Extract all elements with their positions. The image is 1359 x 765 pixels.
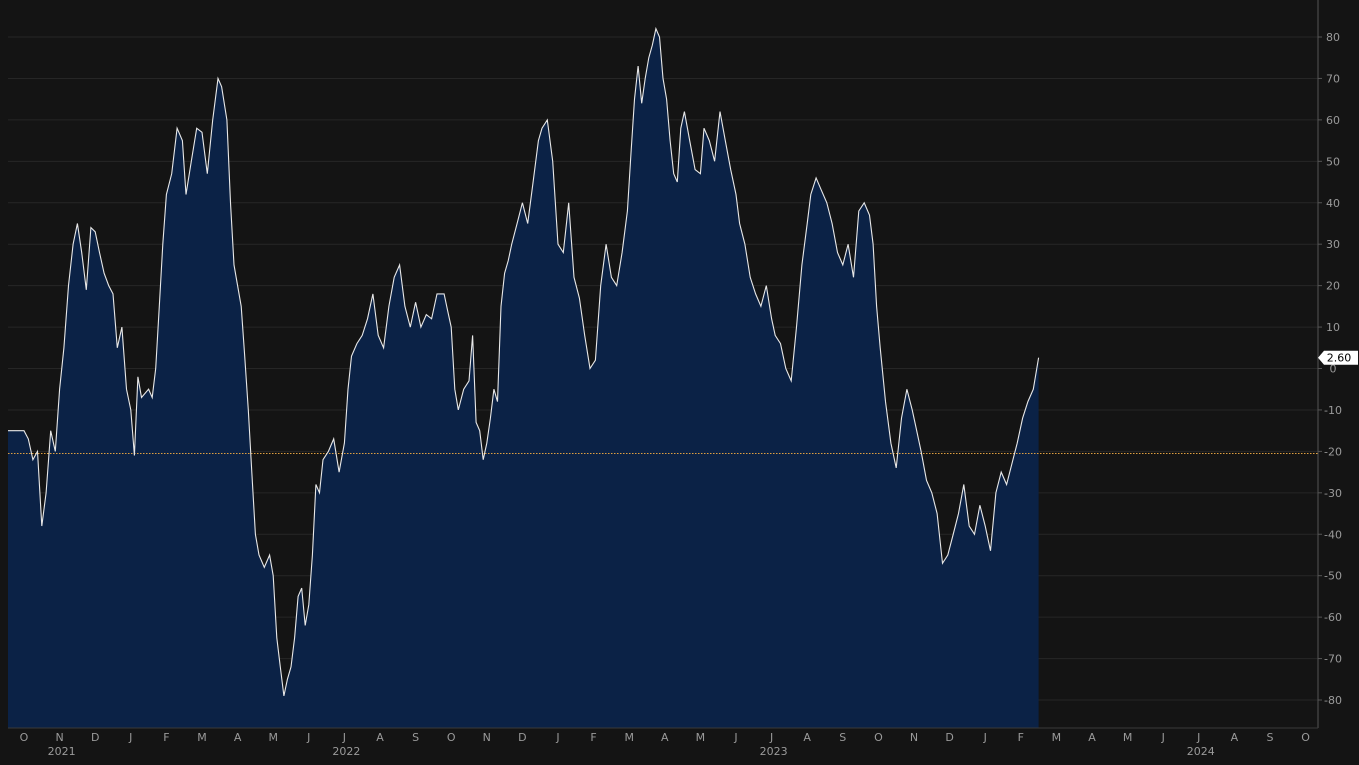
x-tick-label: J [733, 731, 737, 744]
x-tick-label: O [1301, 731, 1310, 744]
x-tick-label: F [163, 731, 169, 744]
x-tick-label: O [447, 731, 456, 744]
x-tick-label: O [20, 731, 29, 744]
x-tick-label: A [376, 731, 384, 744]
x-tick-label: F [1018, 731, 1024, 744]
x-tick-label: J [342, 731, 346, 744]
x-tick-label: J [983, 731, 987, 744]
y-tick-label: 20 [1326, 280, 1340, 293]
x-tick-label: J [555, 731, 559, 744]
x-tick-label: A [1088, 731, 1096, 744]
x-tick-label: N [55, 731, 63, 744]
x-tick-label: M [696, 731, 706, 744]
x-tick-label: N [483, 731, 491, 744]
y-tick-label: 50 [1326, 155, 1340, 168]
x-tick-label: A [661, 731, 669, 744]
x-tick-label: D [945, 731, 953, 744]
x-tick-label: A [1231, 731, 1239, 744]
x-tick-label: D [91, 731, 99, 744]
x-tick-label: S [839, 731, 846, 744]
x-tick-label: M [1123, 731, 1133, 744]
y-tick-label: -50 [1324, 570, 1342, 583]
x-tick-label: M [624, 731, 634, 744]
y-tick-label: 40 [1326, 197, 1340, 210]
x-tick-label: F [590, 731, 596, 744]
series-line [8, 26, 1040, 697]
x-tick-label: J [769, 731, 773, 744]
y-tick-label: 60 [1326, 114, 1340, 127]
y-tick-label: 10 [1326, 321, 1340, 334]
last-value-tag [1318, 350, 1358, 365]
y-tick-label: 0 [1330, 363, 1337, 376]
x-tick-label: S [412, 731, 419, 744]
y-tick-label: -20 [1324, 445, 1342, 458]
x-tick-label: O [874, 731, 883, 744]
y-tick-label: -70 [1324, 653, 1342, 666]
x-tick-label: M [268, 731, 278, 744]
y-tick-label: -60 [1324, 611, 1342, 624]
series-area-fill [8, 28, 1039, 728]
x-tick-label: J [306, 731, 310, 744]
x-tick-label: J [128, 731, 132, 744]
y-tick-label: 70 [1326, 72, 1340, 85]
y-tick-label: -80 [1324, 694, 1342, 707]
y-tick-label: -30 [1324, 487, 1342, 500]
last-value-label: 2.60 [1327, 352, 1352, 365]
x-tick-label: A [234, 731, 242, 744]
x-tick-label: J [1196, 731, 1200, 744]
x-tick-label: J [1161, 731, 1165, 744]
x-tick-label: S [1267, 731, 1274, 744]
y-tick-label: -10 [1324, 404, 1342, 417]
y-tick-label: 30 [1326, 238, 1340, 251]
year-labels: 2021 2022 2023 2024 [48, 745, 1215, 758]
x-tick-label: D [518, 731, 526, 744]
last-value-marker: 2.60 [1318, 350, 1358, 365]
y-axis-ticks: 80 70 60 50 40 30 20 10 0 -10 -20 -30 -40 -50 -60 -70 -8… [1318, 31, 1342, 707]
x-tick-label: N [910, 731, 918, 744]
x-year-label: 2023 [760, 745, 788, 758]
y-tick-label: 80 [1326, 31, 1340, 44]
x-year-label: 2021 [48, 745, 76, 758]
x-tick-label: M [197, 731, 207, 744]
x-tick-label: A [803, 731, 811, 744]
y-tick-label: -40 [1324, 528, 1342, 541]
x-year-label: 2024 [1187, 745, 1215, 758]
x-year-label: 2022 [332, 745, 360, 758]
x-tick-label: M [1052, 731, 1062, 744]
